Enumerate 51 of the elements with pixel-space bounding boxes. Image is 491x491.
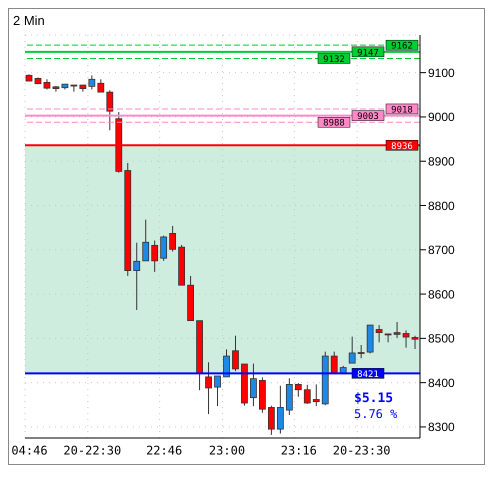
candlestick bbox=[151, 240, 158, 272]
candlestick bbox=[376, 324, 383, 343]
ref-line-label: 8988 bbox=[323, 118, 345, 129]
candlestick bbox=[250, 363, 257, 407]
candlestick bbox=[106, 90, 114, 131]
y-tick-label: 8900 bbox=[428, 154, 456, 168]
candlestick bbox=[97, 78, 104, 93]
y-tick-label: 9000 bbox=[428, 110, 456, 124]
x-tick-label: 20-23:30 bbox=[332, 444, 391, 458]
candlestick bbox=[88, 74, 96, 90]
candlestick bbox=[44, 78, 50, 90]
ref-line-label: 9132 bbox=[323, 54, 345, 65]
candlestick bbox=[304, 384, 311, 404]
candlestick bbox=[214, 376, 221, 407]
annotation: $5.15 bbox=[354, 391, 394, 406]
candlestick bbox=[133, 242, 140, 311]
x-tick-label: 23:00 bbox=[208, 444, 246, 458]
y-tick-label: 8600 bbox=[428, 287, 456, 302]
ref-line-label: 9003 bbox=[357, 112, 379, 122]
candlestick bbox=[312, 384, 320, 407]
ref-line-label: 9147 bbox=[357, 48, 379, 58]
candlestick bbox=[394, 321, 400, 338]
ref-line-label: 9018 bbox=[391, 105, 413, 116]
candlestick bbox=[412, 335, 418, 350]
candlestick bbox=[348, 336, 356, 364]
candlestick bbox=[268, 405, 275, 436]
y-tick-label: 8500 bbox=[428, 332, 456, 346]
candlestick bbox=[294, 382, 302, 398]
candlestick bbox=[402, 330, 410, 348]
x-tick-label: 04:46 bbox=[11, 444, 48, 458]
ref-line-label: 8421 bbox=[357, 370, 379, 380]
candlestick bbox=[276, 385, 284, 434]
y-tick-label: 8300 bbox=[428, 420, 456, 434]
candlestick bbox=[160, 235, 168, 262]
candlestick bbox=[223, 348, 230, 378]
x-tick-label: 23:16 bbox=[280, 444, 317, 458]
annotation: 5.76 % bbox=[354, 407, 398, 421]
y-tick-label: 9100 bbox=[428, 66, 456, 80]
candlestick bbox=[142, 219, 150, 262]
candlestick bbox=[358, 344, 365, 359]
ref-line-label: 8936 bbox=[391, 142, 413, 152]
chart-title: 2 Min bbox=[13, 13, 45, 28]
candlestick bbox=[205, 362, 212, 415]
y-tick-label: 8400 bbox=[428, 376, 456, 390]
x-tick-label: 22:46 bbox=[146, 444, 182, 458]
y-tick-label: 8800 bbox=[428, 198, 456, 213]
y-tick-label: 8700 bbox=[428, 243, 456, 258]
x-tick-label: 20-22:30 bbox=[63, 444, 122, 458]
ref-line-label: 9162 bbox=[391, 42, 413, 52]
candlestick bbox=[169, 225, 176, 252]
candlestick bbox=[232, 335, 239, 372]
